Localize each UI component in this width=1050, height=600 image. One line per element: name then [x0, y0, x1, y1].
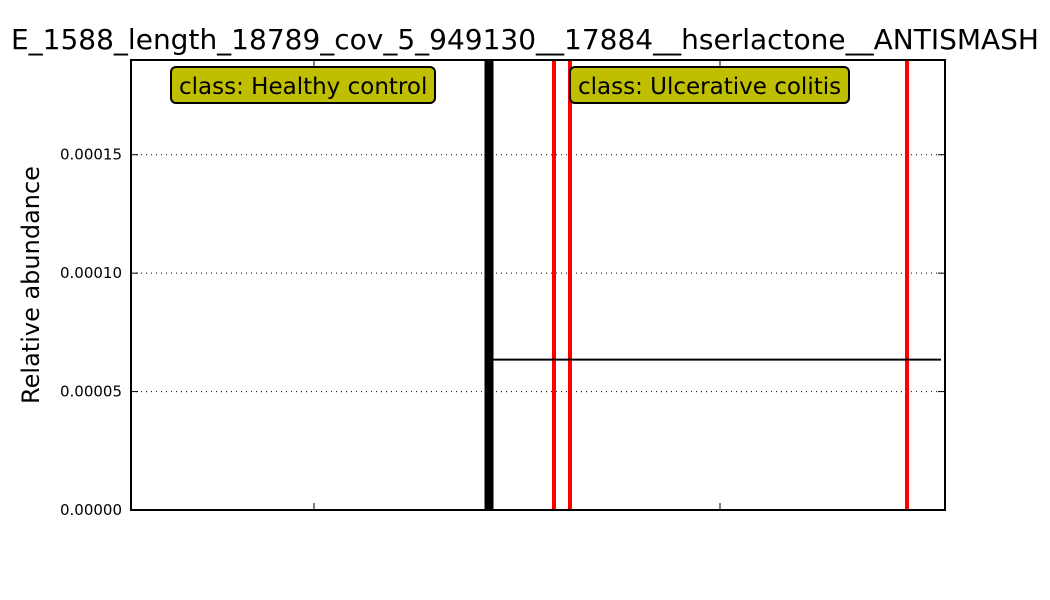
- y-tick-label: 0.00010: [60, 264, 122, 282]
- y-ticks: 0.00000 0.00005 0.00010 0.00015: [60, 60, 945, 519]
- y-tick-label: 0.00000: [60, 501, 122, 519]
- y-tick-label: 0.00005: [60, 383, 122, 401]
- y-tick-label: 0.00015: [60, 146, 122, 164]
- class-label-healthy-control: class: Healthy control: [170, 66, 437, 104]
- chart-title: E_1588_length_18789_cov_5_949130__17884_…: [10, 23, 1039, 56]
- plot-frame: [130, 59, 946, 511]
- grid-lines: [131, 154, 945, 393]
- class-label-ulcerative-colitis: class: Ulcerative colitis: [569, 66, 851, 104]
- chart-marks: [484, 60, 941, 510]
